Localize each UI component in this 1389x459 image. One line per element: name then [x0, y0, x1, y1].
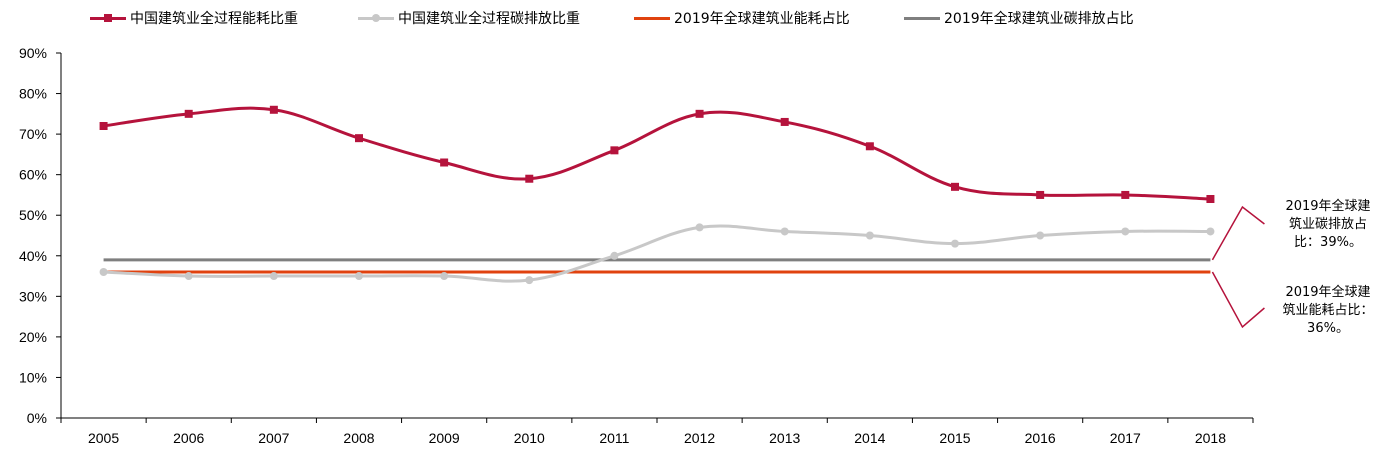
x-tick-label: 2011	[599, 430, 629, 446]
series-line-carbon-share	[103, 224, 1211, 283]
legend-item-carbon-share: 中国建筑业全过程碳排放比重	[358, 9, 580, 27]
legend-swatch-global-energy	[634, 9, 670, 27]
legend-swatch-energy-share	[90, 9, 126, 27]
callout-global-energy: 2019年全球建 筑业能耗占比： 36%。	[1282, 285, 1374, 336]
x-tick-label: 2006	[173, 430, 204, 446]
legend-label-global-carbon: 2019年全球建筑业碳排放占比	[944, 11, 1134, 27]
x-tick-label: 2010	[514, 430, 545, 446]
data-point-energy-share	[780, 117, 789, 126]
data-point-energy-share	[1206, 195, 1215, 203]
legend-label-global-energy: 2019年全球建筑业能耗占比	[674, 11, 850, 27]
chart-series	[99, 105, 1215, 285]
y-tick-label: 50%	[19, 207, 47, 223]
data-point-energy-share	[525, 174, 534, 183]
callout-global-carbon: 2019年全球建 筑业碳排放占 比：39%。	[1285, 199, 1371, 250]
y-tick-label: 0%	[27, 410, 47, 426]
data-point-energy-share	[1121, 190, 1130, 199]
data-point-carbon-share	[184, 272, 193, 281]
x-tick-label: 2018	[1195, 430, 1226, 446]
data-point-carbon-share	[1206, 227, 1215, 236]
data-point-carbon-share	[610, 251, 619, 260]
y-tick-label: 80%	[19, 86, 47, 102]
y-tick-label: 30%	[19, 288, 47, 304]
data-point-carbon-share	[780, 227, 789, 236]
data-point-carbon-share	[951, 239, 959, 248]
y-tick-label: 90%	[19, 45, 47, 61]
x-tick-label: 2008	[343, 430, 374, 446]
x-tick-label: 2012	[684, 430, 715, 446]
data-point-energy-share	[99, 122, 108, 130]
y-tick-label: 10%	[19, 369, 47, 385]
data-point-energy-share	[355, 134, 363, 143]
series-carbon-share	[99, 223, 1215, 285]
x-tick-label: 2013	[769, 430, 800, 446]
data-point-carbon-share	[440, 272, 449, 281]
x-tick-label: 2009	[429, 430, 460, 446]
data-point-carbon-share	[355, 272, 363, 281]
data-point-energy-share	[865, 142, 874, 151]
callout-lines	[1211, 205, 1265, 329]
x-tick-label: 2007	[258, 430, 289, 446]
y-tick-label: 40%	[19, 248, 47, 264]
legend-item-global-energy: 2019年全球建筑业能耗占比	[634, 9, 850, 27]
data-point-carbon-share	[525, 276, 534, 285]
data-point-energy-share	[269, 105, 278, 114]
legend-item-energy-share: 中国建筑业全过程能耗比重	[90, 9, 298, 27]
data-point-energy-share	[184, 109, 193, 118]
series-line-energy-share	[103, 106, 1211, 201]
x-tick-label: 2005	[88, 430, 119, 446]
callout-line-global-energy	[1211, 271, 1265, 329]
data-point-energy-share	[1036, 190, 1045, 199]
data-point-energy-share	[695, 109, 704, 118]
chart-axes: 0% 10% 20% 30% 40% 50% 60% 70% 80% 90% 2005 2006 200…	[19, 45, 1254, 446]
y-tick-label: 20%	[19, 329, 47, 345]
y-tick-label: 60%	[19, 167, 47, 183]
data-point-energy-share	[951, 182, 959, 191]
callout-line-global-carbon	[1211, 205, 1265, 261]
data-point-carbon-share	[695, 223, 704, 232]
data-point-carbon-share	[1121, 227, 1130, 236]
x-tick-label: 2014	[854, 430, 885, 446]
x-tick-label: 2017	[1110, 430, 1141, 446]
legend-swatch-carbon-share	[358, 9, 394, 27]
legend-swatch-global-carbon	[904, 9, 940, 27]
data-point-energy-share	[610, 146, 619, 155]
chart-legend: 中国建筑业全过程能耗比重 中国建筑业全过程碳排放比重 2019年全球建筑业能耗占…	[0, 0, 1389, 36]
legend-item-global-carbon: 2019年全球建筑业碳排放占比	[904, 9, 1134, 27]
legend-label-energy-share: 中国建筑业全过程能耗比重	[130, 11, 298, 27]
x-tick-label: 2015	[939, 430, 970, 446]
data-point-carbon-share	[865, 231, 874, 240]
series-energy-share	[99, 105, 1215, 203]
data-point-energy-share	[440, 158, 449, 167]
data-point-carbon-share	[1036, 231, 1045, 240]
legend-label-carbon-share: 中国建筑业全过程碳排放比重	[398, 11, 580, 27]
y-tick-label: 70%	[19, 126, 47, 142]
data-point-carbon-share	[269, 272, 278, 281]
x-tick-label: 2016	[1025, 430, 1056, 446]
data-point-carbon-share	[99, 268, 108, 276]
